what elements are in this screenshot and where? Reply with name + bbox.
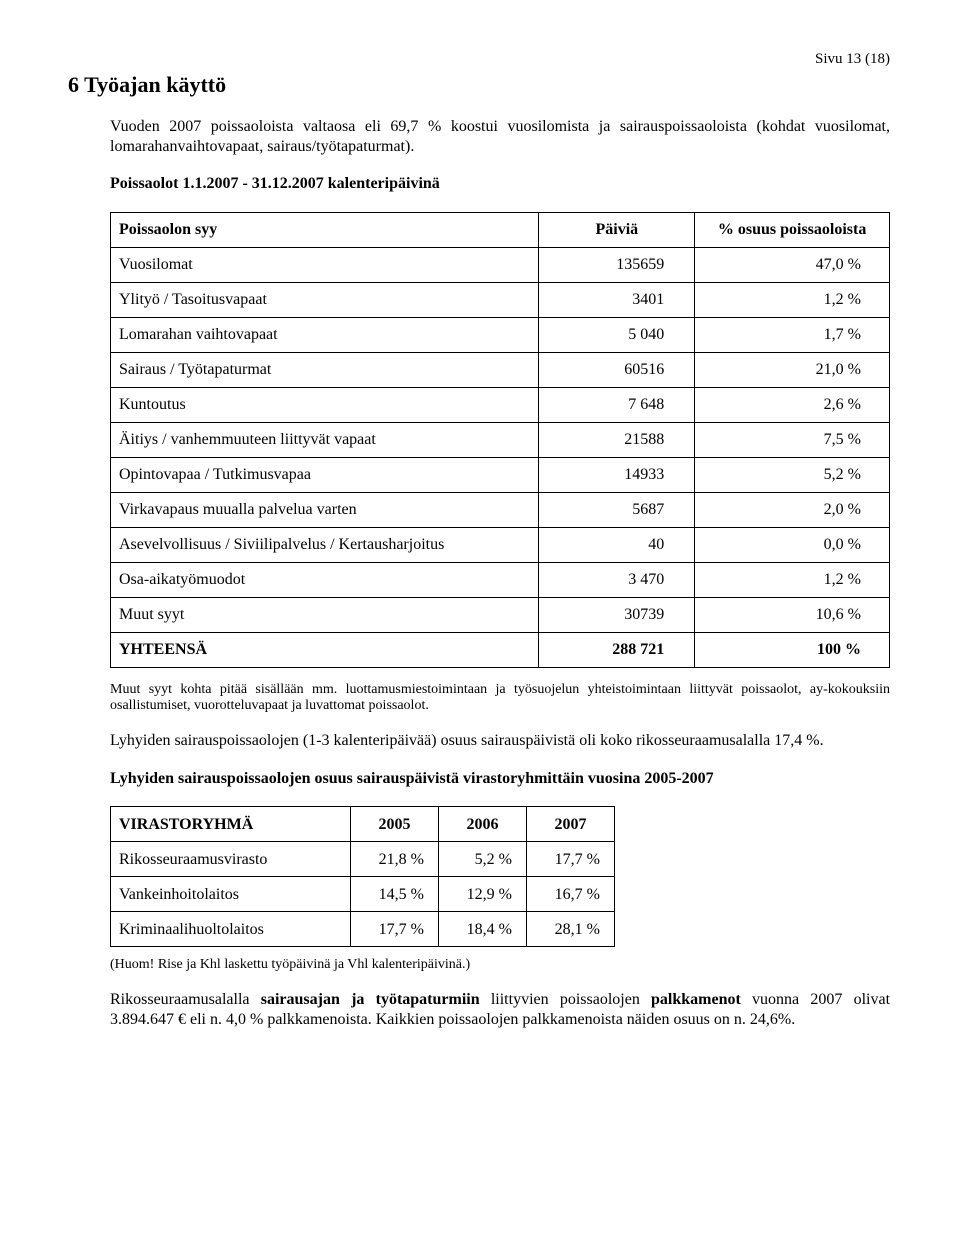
table-row: Rikosseuraamusvirasto21,8 %5,2 %17,7 % — [111, 842, 615, 877]
cell-label: Vankeinhoitolaitos — [111, 877, 351, 912]
cell-pct: 5,2 % — [695, 457, 890, 492]
table-row: Vuosilomat13565947,0 % — [111, 247, 890, 282]
section-heading: 6 Työajan käyttö — [68, 72, 890, 99]
col-header-reason: Poissaolon syy — [111, 212, 539, 247]
cell-days: 30739 — [539, 597, 695, 632]
cell-label: Vuosilomat — [111, 247, 539, 282]
text-bold: palkkamenot — [651, 991, 741, 1008]
cell-2005: 17,7 % — [351, 912, 439, 947]
cell-pct: 21,0 % — [695, 352, 890, 387]
cell-days: 21588 — [539, 422, 695, 457]
cell-pct: 2,0 % — [695, 492, 890, 527]
table1-title: Poissaolot 1.1.2007 - 31.12.2007 kalente… — [110, 174, 890, 194]
cell-2006: 12,9 % — [439, 877, 527, 912]
cell-pct: 10,6 % — [695, 597, 890, 632]
cell-label: Lomarahan vaihtovapaat — [111, 317, 539, 352]
cell-2007: 28,1 % — [527, 912, 615, 947]
cell-label: Asevelvollisuus / Siviilipalvelus / Kert… — [111, 527, 539, 562]
cell-label: Ylityö / Tasoitusvapaat — [111, 282, 539, 317]
table-row: Muut syyt3073910,6 % — [111, 597, 890, 632]
col-header-group: VIRASTORYHMÄ — [111, 807, 351, 842]
text-run: liittyvien poissaolojen — [480, 991, 651, 1008]
cell-pct: 2,6 % — [695, 387, 890, 422]
cell-label: Opintovapaa / Tutkimusvapaa — [111, 457, 539, 492]
cell-2007: 17,7 % — [527, 842, 615, 877]
table-row: Sairaus / Työtapaturmat6051621,0 % — [111, 352, 890, 387]
table-row: Kuntoutus7 6482,6 % — [111, 387, 890, 422]
cell-pct: 47,0 % — [695, 247, 890, 282]
table-total-row: YHTEENSÄ288 721100 % — [111, 632, 890, 667]
table-row: Opintovapaa / Tutkimusvapaa149335,2 % — [111, 457, 890, 492]
cell-pct: 7,5 % — [695, 422, 890, 457]
cell-label: Kuntoutus — [111, 387, 539, 422]
cell-pct: 1,2 % — [695, 562, 890, 597]
cell-label: Äitiys / vanhemmuuteen liittyvät vapaat — [111, 422, 539, 457]
table-row: Virkavapaus muualla palvelua varten56872… — [111, 492, 890, 527]
cell-days: 60516 — [539, 352, 695, 387]
cell-pct: 100 % — [695, 632, 890, 667]
text-run: Rikosseuraamusalalla — [110, 991, 261, 1008]
col-header-2006: 2006 — [439, 807, 527, 842]
cell-label: Muut syyt — [111, 597, 539, 632]
table-row: Kriminaalihuoltolaitos17,7 %18,4 %28,1 % — [111, 912, 615, 947]
cell-days: 14933 — [539, 457, 695, 492]
cell-2007: 16,7 % — [527, 877, 615, 912]
col-header-2007: 2007 — [527, 807, 615, 842]
cell-days: 5 040 — [539, 317, 695, 352]
short-absence-table: VIRASTORYHMÄ 2005 2006 2007 Rikosseuraam… — [110, 806, 615, 947]
cell-2006: 18,4 % — [439, 912, 527, 947]
table-row: Lomarahan vaihtovapaat5 0401,7 % — [111, 317, 890, 352]
cell-2005: 14,5 % — [351, 877, 439, 912]
cell-days: 288 721 — [539, 632, 695, 667]
cell-2006: 5,2 % — [439, 842, 527, 877]
cell-label: Sairaus / Työtapaturmat — [111, 352, 539, 387]
text-bold: sairausajan ja työtapaturmiin — [261, 991, 480, 1008]
cell-days: 135659 — [539, 247, 695, 282]
cell-2005: 21,8 % — [351, 842, 439, 877]
cell-label: Osa-aikatyömuodot — [111, 562, 539, 597]
salary-cost-paragraph: Rikosseuraamusalalla sairausajan ja työt… — [110, 990, 890, 1029]
intro-paragraph: Vuoden 2007 poissaoloista valtaosa eli 6… — [110, 117, 890, 156]
cell-label: Virkavapaus muualla palvelua varten — [111, 492, 539, 527]
cell-label: Kriminaalihuoltolaitos — [111, 912, 351, 947]
table2-footnote: (Huom! Rise ja Khl laskettu työpäivinä j… — [110, 957, 890, 974]
cell-days: 40 — [539, 527, 695, 562]
cell-pct: 1,7 % — [695, 317, 890, 352]
table1-footnote: Muut syyt kohta pitää sisällään mm. luot… — [110, 682, 890, 716]
cell-days: 5687 — [539, 492, 695, 527]
absence-table: Poissaolon syy Päiviä % osuus poissaoloi… — [110, 212, 890, 668]
table-row: Vankeinhoitolaitos14,5 %12,9 %16,7 % — [111, 877, 615, 912]
table-row: Asevelvollisuus / Siviilipalvelus / Kert… — [111, 527, 890, 562]
cell-pct: 0,0 % — [695, 527, 890, 562]
table-row: Osa-aikatyömuodot3 4701,2 % — [111, 562, 890, 597]
col-header-days: Päiviä — [539, 212, 695, 247]
cell-days: 3401 — [539, 282, 695, 317]
short-absence-paragraph: Lyhyiden sairauspoissaolojen (1-3 kalent… — [110, 731, 890, 751]
col-header-2005: 2005 — [351, 807, 439, 842]
page-number: Sivu 13 (18) — [110, 50, 890, 68]
table-row: Äitiys / vanhemmuuteen liittyvät vapaat2… — [111, 422, 890, 457]
table-header-row: Poissaolon syy Päiviä % osuus poissaoloi… — [111, 212, 890, 247]
cell-label: YHTEENSÄ — [111, 632, 539, 667]
cell-label: Rikosseuraamusvirasto — [111, 842, 351, 877]
cell-days: 3 470 — [539, 562, 695, 597]
table-row: Ylityö / Tasoitusvapaat34011,2 % — [111, 282, 890, 317]
col-header-pct: % osuus poissaoloista — [695, 212, 890, 247]
cell-days: 7 648 — [539, 387, 695, 422]
cell-pct: 1,2 % — [695, 282, 890, 317]
table-header-row: VIRASTORYHMÄ 2005 2006 2007 — [111, 807, 615, 842]
table2-title: Lyhyiden sairauspoissaolojen osuus saira… — [110, 769, 890, 789]
